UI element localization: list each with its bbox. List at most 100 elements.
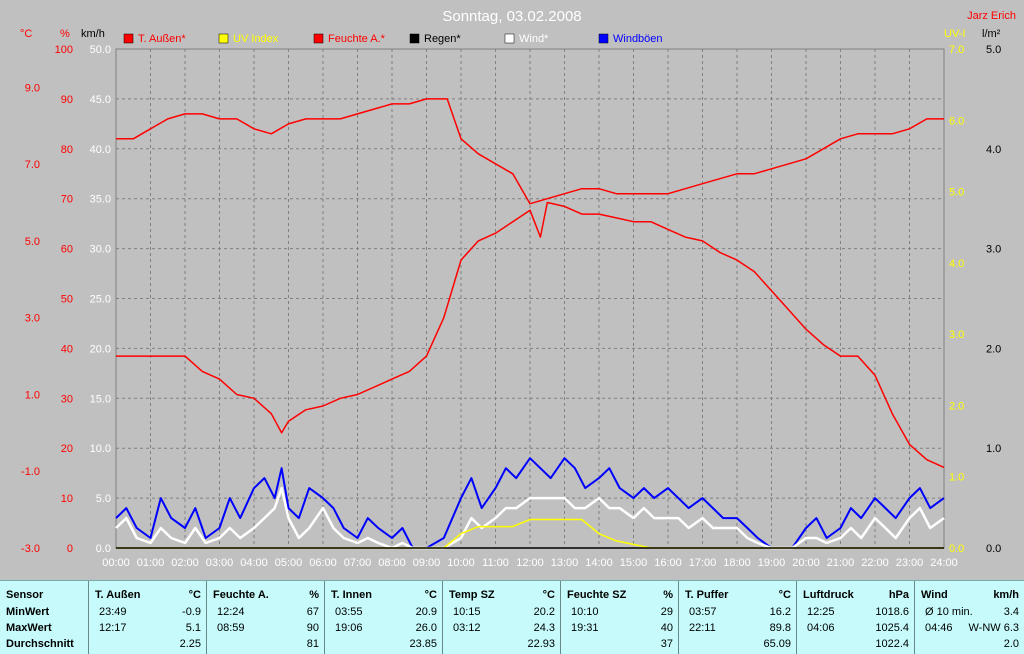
x-tick-label: 06:00	[309, 557, 337, 569]
uv-tick-label: 6.0	[949, 115, 964, 127]
stats-column-title: T. Innen	[331, 589, 372, 601]
legend-label: Windböen	[613, 33, 663, 45]
stats-max-time: 04:46	[925, 622, 953, 634]
stats-max-value: 90	[306, 622, 319, 634]
wind-tick-label: 35.0	[90, 194, 111, 206]
stats-column: T. Innen °C 03:55 20.9 19:06 26.0 23.85	[324, 581, 443, 654]
stats-max-time: 12:17	[99, 622, 127, 634]
stats-column-unit: °C	[424, 589, 437, 601]
wind-tick-label: 0.0	[96, 543, 111, 555]
series-line-uv	[116, 518, 944, 549]
stats-average: 37	[660, 638, 673, 650]
chart-title: Sonntag, 03.02.2008	[442, 8, 581, 25]
stats-column-unit: %	[663, 589, 673, 601]
stats-column: Feuchte A.% 12:24 67 08:59 90 81	[206, 581, 325, 654]
temp-tick-label: -1.0	[21, 466, 40, 478]
stats-average: 23.85	[409, 638, 437, 650]
humidity-tick-label: 50	[61, 294, 73, 306]
series-line-wind	[115, 486, 945, 550]
stats-average: 2.25	[179, 638, 201, 650]
stats-average: 1022.4	[875, 638, 909, 650]
wind-tick-label: 25.0	[90, 294, 111, 306]
uv-tick-label: 5.0	[949, 187, 964, 199]
stats-max-value: 40	[660, 622, 673, 634]
stats-min-value: 20.2	[533, 606, 555, 618]
temp-tick-label: 5.0	[25, 236, 40, 248]
stats-min-time: 23:49	[99, 606, 127, 618]
stats-column: Feuchte SZ% 10:10 29 19:31 40 37	[560, 581, 679, 654]
x-tick-label: 17:00	[689, 557, 717, 569]
temp-unit-label: °C	[20, 28, 32, 40]
weather-chart: Sonntag, 03.02.2008 Jarz Erich °C % km/h…	[20, 8, 1016, 569]
temp-tick-label: -3.0	[21, 543, 40, 555]
stats-average: 65.09	[763, 638, 791, 650]
stats-max-time: 19:06	[335, 622, 363, 634]
stats-column-unit: °C	[542, 589, 555, 601]
x-tick-label: 05:00	[275, 557, 303, 569]
legend-label: UV Index	[233, 33, 279, 45]
stats-column-unit: hPa	[888, 589, 909, 601]
rain-tick-label: 4.0	[986, 144, 1001, 156]
stats-min-value: 20.9	[415, 606, 437, 618]
x-tick-label: 15:00	[620, 557, 648, 569]
x-tick-label: 23:00	[896, 557, 924, 569]
stats-min-value: -0.9	[182, 606, 201, 618]
legend-label: Regen*	[424, 33, 461, 45]
stats-min-value: 29	[660, 606, 673, 618]
humidity-tick-label: 80	[61, 144, 73, 156]
axis-ticks: 9.07.05.03.01.0-1.0-3.010090807060504030…	[21, 44, 1001, 569]
stats-max-time: 03:12	[453, 622, 481, 634]
wind-tick-label: 30.0	[90, 244, 111, 256]
stats-max-value: 1025.4	[875, 622, 909, 634]
x-tick-label: 21:00	[827, 557, 855, 569]
wind-tick-label: 15.0	[90, 393, 111, 405]
stats-column-title: Luftdruck	[803, 589, 854, 601]
stats-label-min: MinWert	[6, 606, 50, 618]
stats-min-value: 67	[306, 606, 319, 618]
uv-tick-label: 0.0	[949, 543, 964, 555]
stats-min-time: 03:57	[689, 606, 717, 618]
stats-column-title: Wind	[921, 589, 948, 601]
humidity-tick-label: 70	[61, 194, 73, 206]
humidity-tick-label: 20	[61, 443, 73, 455]
legend-swatch	[409, 33, 420, 44]
legend-swatch	[313, 33, 324, 44]
stats-label-avg: Durchschnitt	[6, 638, 74, 650]
stats-column-unit: °C	[778, 589, 791, 601]
rain-tick-label: 5.0	[986, 44, 1001, 56]
stats-max-value: 5.1	[185, 622, 201, 634]
stats-column: Temp SZ °C 10:15 20.2 03:12 24.3 22.93	[442, 581, 561, 654]
temp-tick-label: 7.0	[25, 159, 40, 171]
stats-label-max: MaxWert	[6, 622, 52, 634]
x-tick-label: 10:00	[447, 557, 475, 569]
stats-average: 2.0	[1003, 638, 1019, 650]
stats-column: T. Puffer °C 03:57 16.2 22:11 89.8 65.09	[678, 581, 797, 654]
stats-max-time: 08:59	[217, 622, 245, 634]
series-line-humidity	[116, 98, 944, 205]
stats-min-time: 12:25	[807, 606, 835, 618]
x-tick-label: 13:00	[551, 557, 579, 569]
wind-tick-label: 20.0	[90, 343, 111, 355]
temp-tick-label: 9.0	[25, 82, 40, 94]
uv-tick-label: 2.0	[949, 400, 964, 412]
stats-column-title: Temp SZ	[449, 589, 495, 601]
x-tick-label: 03:00	[206, 557, 234, 569]
wind-tick-label: 5.0	[96, 493, 111, 505]
wind-tick-label: 45.0	[90, 94, 111, 106]
x-tick-label: 08:00	[378, 557, 406, 569]
legend-label: Feuchte A.*	[328, 33, 386, 45]
x-tick-label: 02:00	[171, 557, 199, 569]
stats-table: Sensor MinWert MaxWert Durchschnitt T. Außen…	[0, 580, 1024, 654]
humidity-tick-label: 90	[61, 94, 73, 106]
stats-min-time: 03:55	[335, 606, 363, 618]
series-line-wind	[115, 457, 945, 549]
stats-min-time: Ø 10 min.	[925, 606, 973, 618]
stats-min-time: 10:10	[571, 606, 599, 618]
uv-unit-label: UV-I	[944, 28, 965, 40]
x-tick-label: 00:00	[102, 557, 130, 569]
wind-tick-label: 50.0	[90, 44, 111, 56]
x-tick-label: 11:00	[482, 557, 509, 569]
stats-min-time: 12:24	[217, 606, 245, 618]
stats-min-value: 1018.6	[875, 606, 909, 618]
stats-column-title: Feuchte A.	[213, 589, 269, 601]
